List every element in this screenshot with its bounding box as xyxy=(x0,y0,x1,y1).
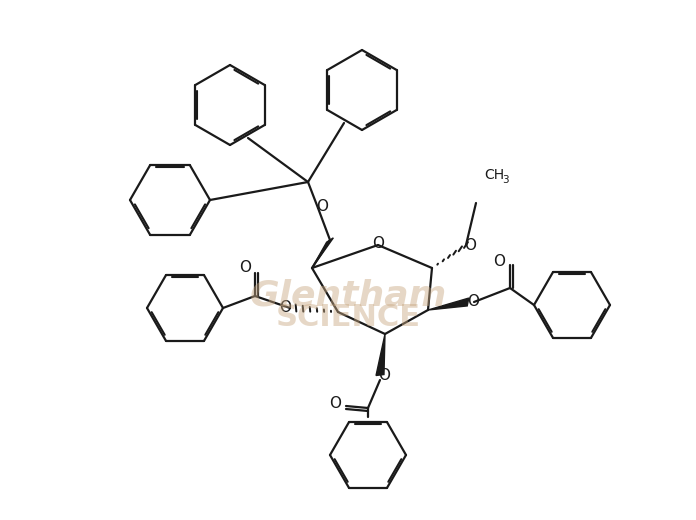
Text: O: O xyxy=(372,236,384,251)
Text: O: O xyxy=(279,301,291,316)
Text: SCIENCE: SCIENCE xyxy=(276,304,420,332)
Text: O: O xyxy=(316,199,328,214)
Text: Glentham: Glentham xyxy=(249,278,447,312)
Text: O: O xyxy=(378,368,390,383)
Text: O: O xyxy=(493,254,505,268)
Polygon shape xyxy=(428,298,469,310)
Text: 3: 3 xyxy=(502,175,509,185)
Text: O: O xyxy=(329,396,341,411)
Text: CH: CH xyxy=(484,168,504,182)
Polygon shape xyxy=(376,334,385,375)
Text: O: O xyxy=(467,294,479,309)
Polygon shape xyxy=(312,238,333,268)
Text: O: O xyxy=(239,261,251,276)
Text: O: O xyxy=(464,238,476,253)
